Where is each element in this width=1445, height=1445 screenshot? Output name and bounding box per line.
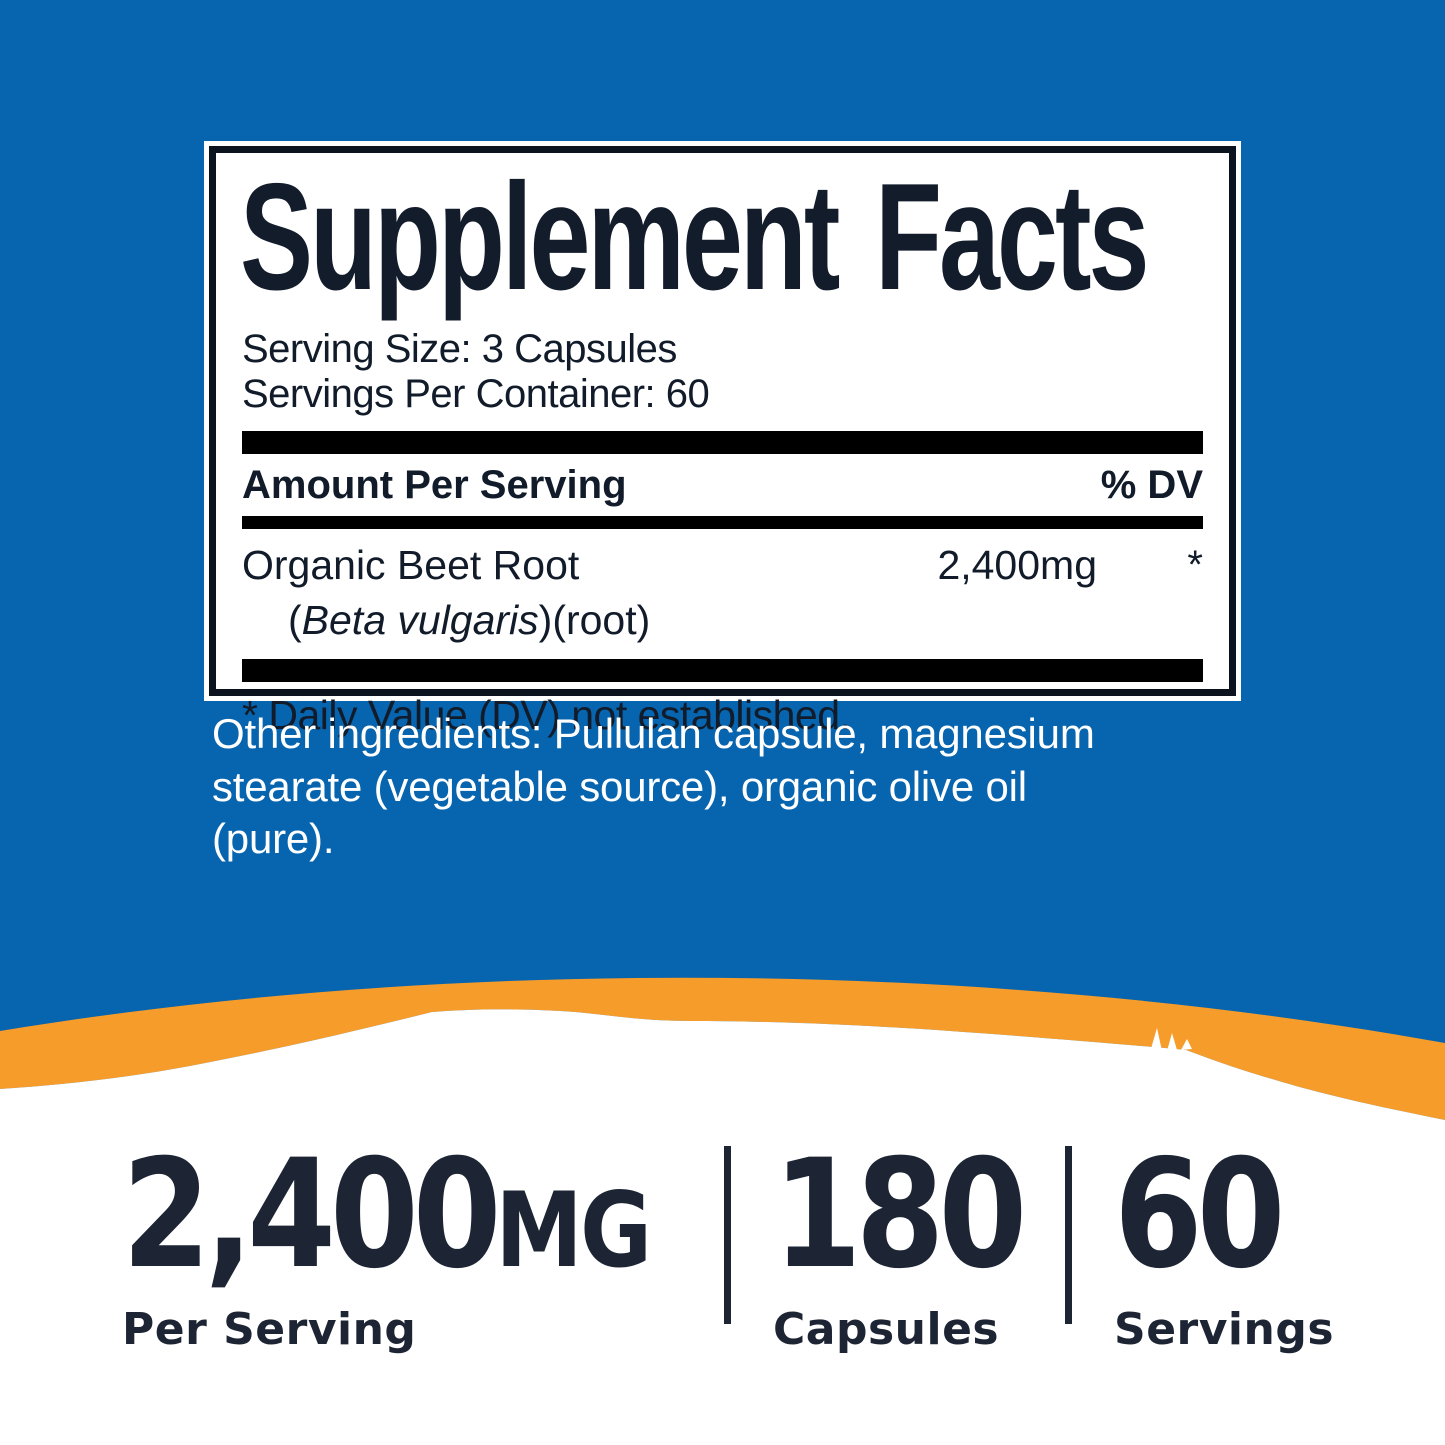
- amount-per-serving-header: Amount Per Serving: [242, 462, 627, 507]
- supplement-facts-panel: Supplement Facts Serving Size: 3 Capsule…: [209, 146, 1236, 738]
- ingredient-name: Organic Beet Root: [242, 541, 580, 588]
- stat-servings-label: Servings: [1114, 1304, 1335, 1355]
- divider-bar-middle: [242, 515, 1203, 529]
- servings-per-container-line: Servings Per Container: 60: [242, 372, 710, 417]
- stat-dosage-unit: MG: [495, 1171, 652, 1291]
- other-ingredients-text: Other ingredients: Pullulan capsule, mag…: [212, 710, 1095, 862]
- divider-bar-top: [242, 430, 1203, 454]
- brush-spike: [1150, 1028, 1162, 1052]
- stat-dosage-label: Per Serving: [122, 1304, 417, 1355]
- stat-servings: 60 Servings: [1114, 1140, 1334, 1355]
- amount-header-row: Amount Per Serving % DV: [242, 454, 1203, 516]
- brush-spike: [1181, 1039, 1192, 1050]
- white-bottom-shape: [0, 1009, 1445, 1445]
- dv-footnote: * Daily Value (DV) not established.: [242, 692, 851, 739]
- ingredient-botanical-line: (Beta vulgaris)(root): [242, 592, 1203, 659]
- ingredient-amount: 2,400mg: [937, 541, 1097, 588]
- botanical-latin-name: Beta vulgaris: [301, 597, 539, 644]
- divider-bar-bottom: [242, 659, 1203, 683]
- ingredient-dv-asterisk: *: [1187, 542, 1203, 587]
- stat-divider: [724, 1146, 731, 1324]
- botanical-paren-close: )(root): [538, 597, 651, 644]
- stats-bar: 2,400MG Per Serving 180 Capsules 60 Serv…: [122, 1140, 1334, 1355]
- brush-spike: [1167, 1033, 1177, 1051]
- orange-wave-shape: [0, 977, 1445, 1120]
- percent-dv-header: % DV: [1100, 462, 1203, 507]
- serving-size-line: Serving Size: 3 Capsules: [242, 327, 677, 372]
- botanical-paren-open: (: [288, 597, 302, 644]
- stat-capsules: 180 Capsules: [773, 1128, 1027, 1355]
- stat-dosage: 2,400MG Per Serving: [122, 1140, 682, 1355]
- stat-capsules-value: 180: [773, 1128, 1027, 1302]
- stat-servings-value: 60: [1114, 1128, 1285, 1302]
- stat-dosage-value: 2,400: [122, 1128, 502, 1302]
- stat-divider: [1065, 1146, 1072, 1324]
- stat-dosage-number: 2,400MG: [122, 1140, 652, 1290]
- panel-title: Supplement Facts: [240, 152, 1149, 322]
- ingredient-row: Organic Beet Root 2,400mg *: [242, 529, 1203, 592]
- stat-capsules-label: Capsules: [773, 1304, 1000, 1355]
